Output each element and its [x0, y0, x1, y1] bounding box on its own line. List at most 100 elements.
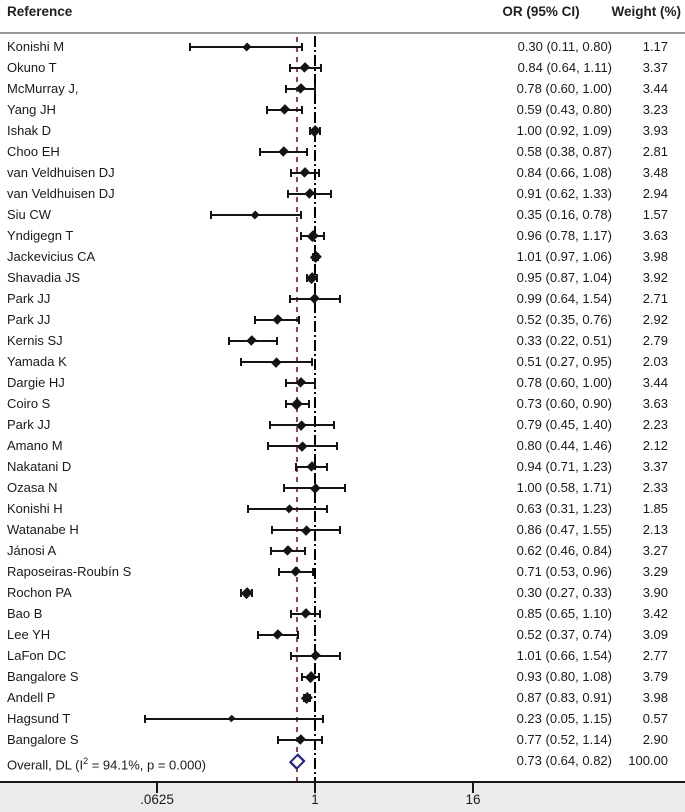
effect-diamond — [297, 441, 308, 451]
study-label: Bangalore S — [7, 732, 79, 747]
weight-value: 2.94 — [642, 186, 668, 201]
study-label: Choo EH — [7, 144, 60, 159]
ci-cap-right — [318, 169, 321, 177]
effect-diamond — [271, 357, 282, 367]
ci-cap-right — [321, 736, 324, 744]
weight-value: 3.44 — [642, 81, 668, 96]
ci-cap-right — [311, 568, 314, 576]
effect-diamond — [282, 545, 294, 557]
study-label: Raposeiras-Roubín S — [7, 564, 132, 579]
weight-value: 3.93 — [642, 123, 668, 138]
weight-value: 2.92 — [642, 312, 668, 327]
overall-or-value: 0.73 (0.64, 0.82) — [516, 753, 612, 768]
ci-cap-left — [286, 190, 289, 198]
ci-cap-right — [338, 652, 341, 660]
ci-cap-left — [288, 64, 291, 72]
ci-cap-right — [316, 274, 319, 282]
effect-diamond — [272, 629, 284, 641]
column-header-weight: Weight (%) — [611, 4, 682, 19]
ci-cap-right — [338, 526, 341, 534]
or-value: 0.58 (0.38, 0.87) — [516, 144, 612, 159]
weight-value: 0.57 — [642, 711, 668, 726]
weight-value: 3.98 — [642, 249, 668, 264]
ci-cap-left — [271, 526, 274, 534]
ci-cap-left — [288, 295, 291, 303]
effect-diamond — [278, 146, 290, 158]
effect-diamond — [309, 293, 320, 305]
ci-cap-left — [143, 715, 146, 723]
ci-cap-left — [268, 421, 271, 429]
overall-diamond — [289, 753, 306, 769]
effect-diamond — [283, 504, 294, 514]
effect-diamond — [305, 461, 318, 473]
effect-diamond — [305, 671, 317, 683]
weight-value: 3.63 — [642, 396, 668, 411]
ci-cap-left — [284, 379, 287, 387]
or-value: 0.86 (0.47, 1.55) — [516, 522, 612, 537]
or-value: 0.30 (0.11, 0.80) — [517, 39, 612, 54]
or-value: 0.96 (0.78, 1.17) — [516, 228, 612, 243]
weight-value: 2.03 — [642, 354, 668, 369]
header-separator-line — [0, 32, 685, 34]
ci-cap-left — [269, 547, 272, 555]
weight-value: 2.81 — [642, 144, 668, 159]
effect-diamond — [227, 715, 236, 723]
effect-diamond — [295, 83, 307, 95]
ci-cap-right — [318, 673, 321, 681]
ci-cap-left — [254, 316, 257, 324]
effect-diamond — [310, 650, 321, 662]
ci-cap-right — [319, 610, 322, 618]
or-value: 0.78 (0.60, 1.00) — [516, 375, 612, 390]
or-value: 0.79 (0.45, 1.40) — [516, 417, 612, 432]
effect-diamond — [246, 335, 258, 347]
ci-cap-left — [267, 442, 270, 450]
ci-cap-right — [344, 484, 347, 492]
ci-cap-right — [335, 442, 338, 450]
effect-diamond — [291, 398, 303, 410]
weight-value: 2.23 — [642, 417, 668, 432]
ci-cap-left — [290, 652, 293, 660]
column-header-reference: Reference — [7, 4, 73, 19]
ci-cap-left — [283, 484, 286, 492]
ci-cap-right — [311, 358, 314, 366]
study-label: Bao B — [7, 606, 43, 621]
study-label: Kernis SJ — [7, 333, 63, 348]
or-value: 0.73 (0.60, 0.90) — [516, 396, 612, 411]
axis-tick-1 — [314, 783, 316, 793]
or-value: 0.51 (0.27, 0.95) — [516, 354, 612, 369]
ci-cap-left — [247, 505, 250, 513]
ci-cap-left — [239, 358, 242, 366]
axis-tick-label-1: 1 — [311, 792, 319, 807]
overall-effect-dashed-line — [296, 37, 298, 781]
study-label: Park JJ — [7, 312, 51, 327]
ci-cap-left — [257, 631, 260, 639]
study-label: Ozasa N — [7, 480, 58, 495]
ci-cap-right — [321, 715, 324, 723]
study-label: Shavadia JS — [7, 270, 80, 285]
x-axis-line — [0, 781, 685, 783]
or-value: 0.52 (0.35, 0.76) — [516, 312, 612, 327]
study-label: Yamada K — [7, 354, 67, 369]
or-value: 0.94 (0.71, 1.23) — [516, 459, 612, 474]
or-value: 1.01 (0.97, 1.06) — [516, 249, 612, 264]
effect-diamond — [272, 314, 284, 326]
weight-value: 2.79 — [642, 333, 668, 348]
axis-footer-band — [0, 783, 685, 812]
ci-cap-right — [275, 337, 278, 345]
ci-cap-left — [239, 589, 242, 597]
effect-diamond — [306, 230, 319, 242]
or-value: 0.99 (0.64, 1.54) — [516, 291, 612, 306]
or-value: 0.91 (0.62, 1.33) — [516, 186, 612, 201]
study-label: Watanabe H — [7, 522, 79, 537]
study-label: McMurray J, — [7, 81, 79, 96]
ci-cap-left — [259, 148, 261, 156]
or-value: 0.62 (0.46, 0.84) — [516, 543, 612, 558]
ci-cap-left — [277, 568, 280, 576]
study-label: Ishak D — [7, 123, 52, 138]
weight-value: 2.12 — [642, 438, 668, 453]
effect-diamond — [279, 104, 291, 116]
study-label: Yndigegn T — [7, 228, 74, 243]
effect-diamond — [300, 608, 312, 620]
or-value: 0.87 (0.83, 0.91) — [516, 690, 612, 705]
